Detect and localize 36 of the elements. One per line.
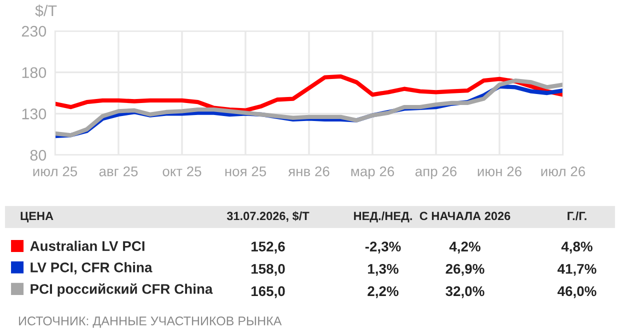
text: 46,0% xyxy=(558,286,596,298)
x-tick-label: ноя 25 xyxy=(225,166,266,176)
text: НЕД./НЕД. xyxy=(354,211,412,222)
text: 41,7% xyxy=(558,264,596,276)
text: 32,0% xyxy=(446,286,484,298)
y-tick-label: 80 xyxy=(30,150,46,161)
text: 152,6 xyxy=(252,242,285,254)
text: -2,3% xyxy=(365,242,401,254)
text: 26,9% xyxy=(446,264,484,276)
text: Г./Г. xyxy=(568,211,586,220)
x-tick-label: июл 26 xyxy=(541,166,586,176)
text: 158,0 xyxy=(252,264,285,276)
x-tick-label: апр 26 xyxy=(415,166,457,180)
text: 4,8% xyxy=(561,242,592,254)
x-tick-label: июн 26 xyxy=(478,166,522,176)
x-tick-label: авг 25 xyxy=(99,166,138,176)
text: 165,0 xyxy=(252,286,285,298)
x-tick-label: июл 25 xyxy=(33,166,78,176)
x-tick-label: окт 25 xyxy=(162,166,202,176)
legend-label: Australian LV PCI xyxy=(30,240,144,251)
y-tick-label: 180 xyxy=(22,67,46,78)
legend-label: PCI российский CFR China xyxy=(30,283,213,297)
text: С НАЧАЛА 2026 xyxy=(420,212,510,220)
y-tick-label: 130 xyxy=(22,108,46,120)
y-tick-label: 230 xyxy=(22,26,46,37)
x-tick-label: мар 26 xyxy=(351,166,394,180)
x-tick-label: янв 26 xyxy=(288,166,330,176)
text: 2,2% xyxy=(368,286,398,298)
text: ЦЕНА xyxy=(20,212,54,222)
text: 31.07.2026, $/Т xyxy=(226,211,310,222)
line-series xyxy=(55,74,563,112)
text: ИСТОЧНИК: ДАННЫЕ УЧАСТНИКОВ РЫНКА xyxy=(19,316,282,328)
y-axis-title: $/Т xyxy=(35,4,57,18)
legend-label: LV PCI, CFR China xyxy=(30,262,152,274)
text: 1,3% xyxy=(368,264,398,276)
text: 4,2% xyxy=(449,242,480,254)
